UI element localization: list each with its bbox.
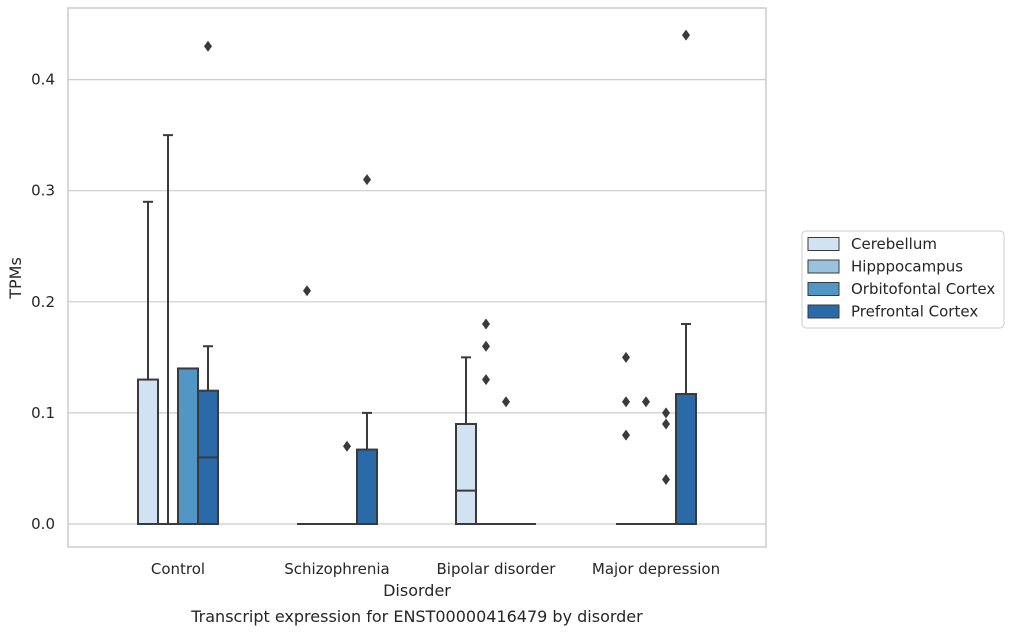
box-group: [337, 440, 357, 525]
box-group: [616, 351, 636, 525]
legend-label: Hipppocampus: [851, 258, 963, 276]
box-group: [197, 40, 219, 525]
x-tick-label: Control: [151, 560, 205, 578]
y-tick-label: 0.2: [31, 293, 55, 311]
grid-layer: [68, 78, 766, 525]
outlier-point: [204, 40, 212, 52]
outlier-point: [662, 474, 670, 486]
plot-frame: [67, 7, 767, 548]
box-group: [476, 318, 496, 525]
x-tick-label: Bipolar disorder: [437, 560, 557, 578]
box-group: [636, 396, 656, 525]
y-tick-label: 0.3: [31, 182, 55, 200]
box-group: [656, 407, 676, 525]
outlier-point: [662, 418, 670, 430]
legend-swatch: [807, 259, 840, 274]
box-body: [177, 367, 199, 525]
tick-layer: 0.0 0.1 0.2 0.3 0.4 Control Schizophrenia Bipol…: [31, 71, 720, 578]
box-group: [675, 29, 697, 525]
outlier-point: [642, 396, 650, 408]
box-group: [455, 356, 477, 526]
box-group: [356, 174, 378, 525]
legend-swatch: [807, 304, 840, 319]
y-tick-label: 0.0: [31, 515, 55, 533]
legend-label: Cerebellum: [851, 235, 937, 253]
legend-swatch: [807, 237, 840, 251]
legend-frame: [801, 230, 1005, 329]
x-axis-label: Disorder: [383, 581, 451, 600]
box-body: [356, 448, 378, 525]
box-body: [137, 378, 159, 525]
x-tick-label: Schizophrenia: [284, 560, 389, 578]
box-group: [496, 396, 516, 525]
legend-swatch: [807, 282, 840, 296]
outlier-point: [303, 285, 311, 297]
outlier-point: [662, 407, 670, 419]
chart-caption: Transcript expression for ENST0000041647…: [190, 607, 643, 626]
box-body: [675, 393, 697, 525]
legend-label: Prefrontal Cortex: [851, 303, 978, 321]
box-group: [137, 200, 159, 525]
x-tick-label: Major depression: [592, 560, 720, 578]
outlier-point: [482, 374, 490, 386]
y-tick-label: 0.4: [31, 71, 55, 89]
outlier-point: [343, 440, 351, 452]
box-group: [297, 285, 317, 525]
data-layer: [137, 29, 697, 526]
legend: Cerebellum Hipppocampus Orbitofontal Corte…: [801, 230, 1005, 329]
y-axis-label: TPMs: [6, 257, 25, 300]
outlier-point: [482, 318, 490, 330]
outlier-point: [622, 396, 630, 408]
outlier-point: [622, 351, 630, 363]
y-tick-label: 0.1: [31, 404, 55, 422]
outlier-point: [482, 340, 490, 352]
legend-label: Orbitofontal Cortex: [851, 280, 995, 298]
box-group: [177, 367, 199, 525]
box-body: [455, 423, 477, 526]
outlier-point: [622, 429, 630, 441]
box-group: [158, 134, 178, 525]
outlier-point: [682, 29, 690, 41]
outlier-point: [502, 396, 510, 408]
outlier-point: [363, 174, 371, 186]
